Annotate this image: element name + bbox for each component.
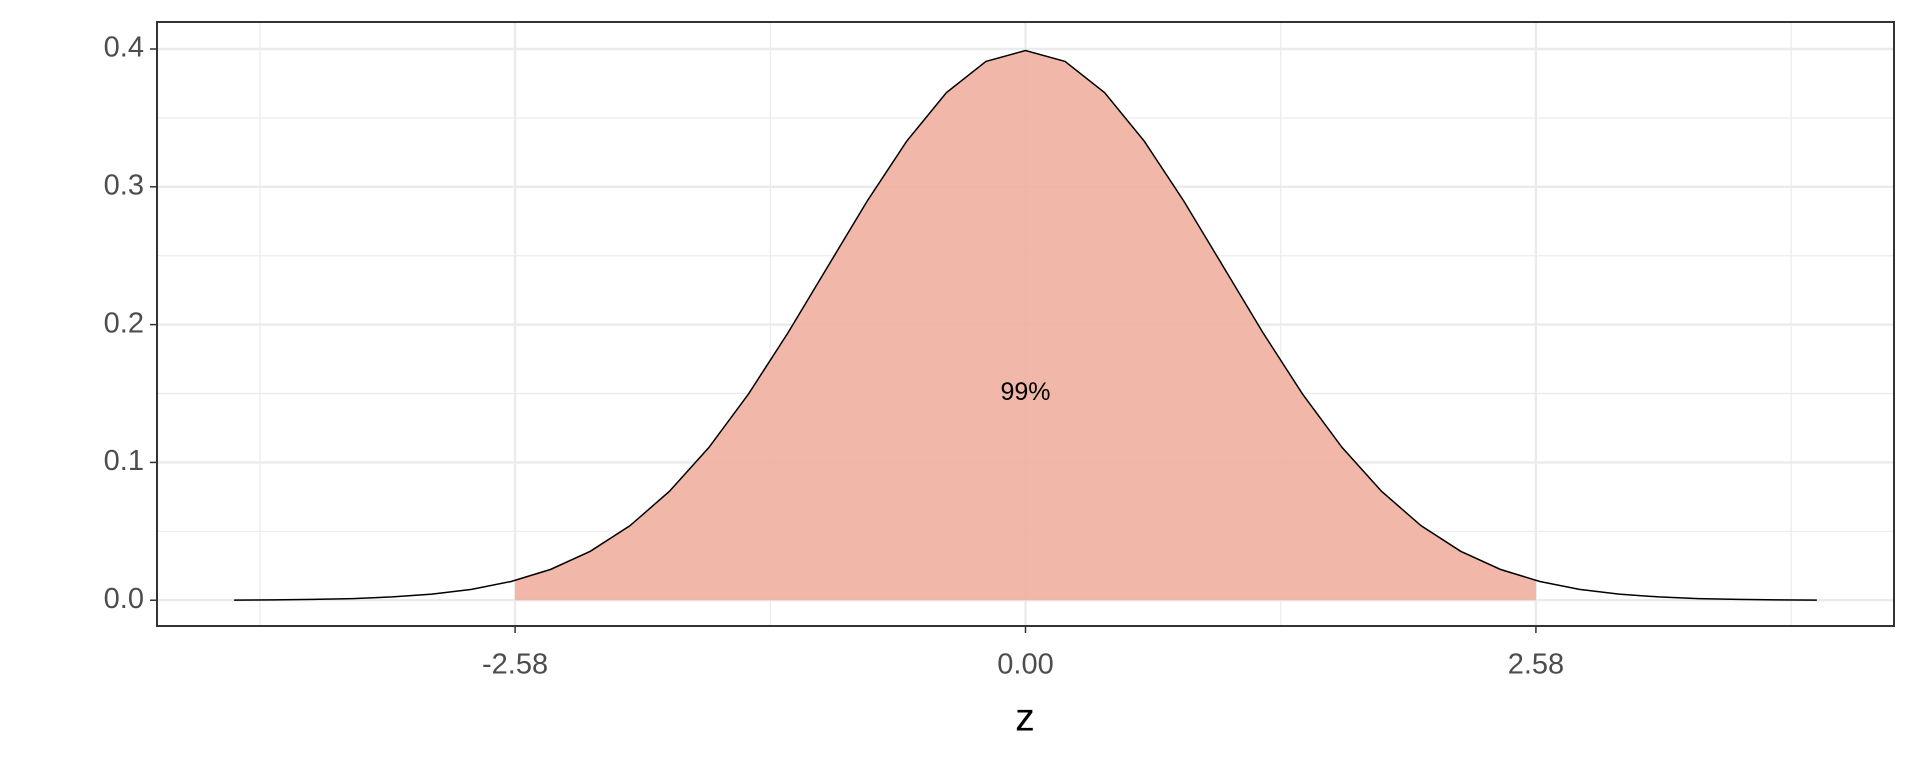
y-tick-label: 0.3 [104, 169, 144, 201]
panel-border [156, 21, 1895, 627]
density-line [234, 49, 1817, 601]
annotation: 99% [1000, 378, 1050, 406]
x-tick-label: 0.00 [997, 649, 1053, 681]
x-tick-label: -2.58 [482, 649, 548, 681]
y-tick-label: 0.1 [104, 445, 144, 477]
y-tick-label: 0.0 [104, 583, 144, 615]
shaded-area [515, 50, 1536, 601]
y-tick-label: 0.2 [104, 307, 144, 339]
y-tick-label: 0.4 [104, 32, 144, 64]
x-axis-title: z [1015, 696, 1035, 739]
x-tick-label: 2.58 [1508, 649, 1564, 681]
